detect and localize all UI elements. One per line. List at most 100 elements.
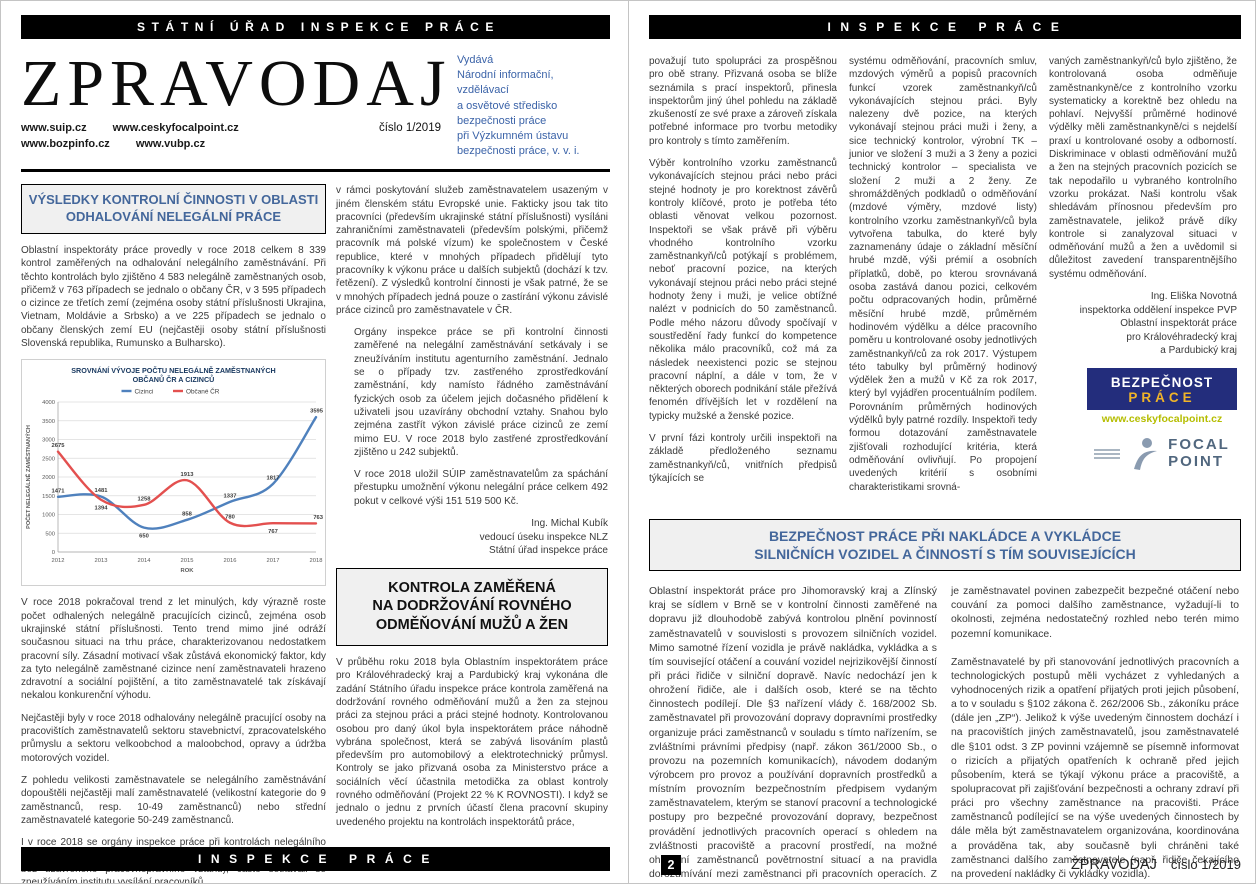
paragraph: systému odměňování, pracovních smluv, mz… xyxy=(849,56,1037,493)
focal-point-logo: FOCAL POINT xyxy=(1087,437,1237,471)
signature-line: Ing. Eliška Novotná xyxy=(1150,291,1237,303)
article2-signature: Ing. Eliška Novotná inspektorka oddělení… xyxy=(1049,290,1237,358)
publisher-line: Vydává xyxy=(457,54,494,66)
svg-text:2012: 2012 xyxy=(52,558,65,564)
logo-text: FOCAL xyxy=(1168,436,1230,454)
svg-text:650: 650 xyxy=(139,534,149,540)
masthead-links-row1: www.suip.cz www.ceskyfocalpoint.cz číslo… xyxy=(21,122,441,134)
svg-text:1337: 1337 xyxy=(224,494,237,500)
article3-title-line1: BEZPEČNOST PRÁCE PŘI NAKLÁDCE A VYKLÁDCE xyxy=(768,527,1122,544)
article3-columns: Oblastní inspektorát práce pro Jihomorav… xyxy=(649,585,1241,883)
article1-main-column: VÝSLEDKY KONTROLNÍ ČINNOSTI V OBLASTI OD… xyxy=(21,184,326,883)
article3-title: BEZPEČNOST PRÁCE PŘI NAKLÁDCE A VYKLÁDCE… xyxy=(649,518,1241,572)
bezpecnost-prace-logo-box: BEZPEČNOST PRÁCE xyxy=(1087,367,1237,410)
paragraph: v rámci poskytování služeb zaměstnavatel… xyxy=(336,185,608,316)
svg-text:Občané ČR: Občané ČR xyxy=(186,387,220,396)
footer-journal-name: ZPRAVODAJ xyxy=(1070,857,1157,873)
link-suip[interactable]: www.suip.cz xyxy=(21,122,87,135)
link-bozpinfo[interactable]: www.bozpinfo.cz xyxy=(21,138,110,151)
publisher-line: při Výzkumném ústavu xyxy=(457,129,569,142)
signature-line: a Pardubický kraj xyxy=(1160,345,1237,357)
footer: 2 ZPRAVODAJ číslo 1/2019 xyxy=(645,855,1241,875)
footer-journal: ZPRAVODAJ číslo 1/2019 xyxy=(1071,857,1241,873)
signature-line: Oblastní inspektorát práce xyxy=(1120,318,1237,330)
paragraph: Z pohledu velikosti zaměstnavatele se ne… xyxy=(21,774,326,826)
bottom-banner-left: INSPEKCE PRÁCE xyxy=(21,847,610,871)
signature-line: Ing. Michal Kubík xyxy=(531,518,608,530)
svg-text:500: 500 xyxy=(45,532,55,538)
svg-text:SROVNÁNÍ VÝVOJE POČTU NELEGÁLN: SROVNÁNÍ VÝVOJE POČTU NELEGÁLNĚ ZAMĚSTNA… xyxy=(71,366,275,375)
svg-text:2013: 2013 xyxy=(95,558,108,564)
svg-text:0: 0 xyxy=(52,550,55,556)
svg-text:POČET NELEGÁLNĚ ZAMĚSTNANÝCH: POČET NELEGÁLNĚ ZAMĚSTNANÝCH xyxy=(24,425,32,529)
logo-url[interactable]: www.ceskyfocalpoint.cz xyxy=(1101,412,1223,425)
svg-text:1258: 1258 xyxy=(138,497,152,503)
paragraph: V roce 2018 pokračoval trend z let minul… xyxy=(21,597,326,702)
svg-text:780: 780 xyxy=(225,515,235,521)
focal-point-text: FOCAL POINT xyxy=(1168,437,1230,470)
article2-title-line2: NA DODRŽOVÁNÍ ROVNÉHO xyxy=(372,598,572,615)
svg-text:ROK: ROK xyxy=(181,568,195,574)
paragraph: V průběhu roku 2018 byla Oblastním inspe… xyxy=(336,657,608,828)
signature-line: vedoucí úseku inspekce NLZ xyxy=(479,531,608,543)
svg-text:3500: 3500 xyxy=(42,419,55,425)
article3-right-column: je zaměstnavatel povinen zabezpečit bezp… xyxy=(951,585,1239,883)
article1-side-column: v rámci poskytování služeb zaměstnavatel… xyxy=(336,184,608,883)
publisher-line: Národní informační, xyxy=(457,69,554,82)
footer-issue: číslo 1/2019 xyxy=(1170,857,1241,872)
article3-title-line2: SILNIČNÍCH VOZIDEL A ČINNOSTÍ S TÍM SOUV… xyxy=(754,545,1136,562)
svg-text:1394: 1394 xyxy=(95,506,109,512)
logo-text: PRÁCE xyxy=(1128,389,1196,405)
svg-text:2016: 2016 xyxy=(224,558,237,564)
signature-line: Státní úřad inspekce práce xyxy=(489,545,608,557)
article1-title-line1: VÝSLEDKY KONTROLNÍ ČINNOSTI V OBLASTI xyxy=(28,192,319,208)
left-page-columns: VÝSLEDKY KONTROLNÍ ČINNOSTI V OBLASTI OD… xyxy=(21,184,610,883)
column-1: považují tuto spolupráci za prospěšnou p… xyxy=(649,55,837,503)
svg-text:OBČANŮ ČR A CIZINCŮ: OBČANŮ ČR A CIZINCŮ xyxy=(133,374,215,384)
svg-text:3595: 3595 xyxy=(310,409,324,415)
article3-left-column: Oblastní inspektorát práce pro Jihomorav… xyxy=(649,585,937,883)
svg-text:Cizinci: Cizinci xyxy=(135,389,154,396)
svg-text:2018: 2018 xyxy=(310,558,323,564)
logo-stack: BEZPEČNOST PRÁCE www.ceskyfocalpoint.cz xyxy=(1049,367,1237,471)
svg-text:2017: 2017 xyxy=(267,558,280,564)
article1-title: VÝSLEDKY KONTROLNÍ ČINNOSTI V OBLASTI OD… xyxy=(21,184,326,234)
link-vubp[interactable]: www.vubp.cz xyxy=(135,138,206,151)
paragraph: V roce 2018 uložil SÚIP zaměstnavatelům … xyxy=(354,469,608,507)
svg-text:2000: 2000 xyxy=(42,475,55,481)
publisher-line: bezpečnosti práce, v. v. i. xyxy=(457,145,580,158)
masthead-links-row2: www.bozpinfo.cz www.vubp.cz xyxy=(21,138,441,150)
svg-text:858: 858 xyxy=(182,512,192,518)
page-left: STÁTNÍ ÚŘAD INSPEKCE PRÁCE ZPRAVODAJ www… xyxy=(1,1,629,883)
svg-text:3000: 3000 xyxy=(42,438,55,444)
publisher-line: vzdělávací xyxy=(457,84,509,97)
bezpecnost-prace-logo[interactable]: BEZPEČNOST PRÁCE www.ceskyfocalpoint.cz xyxy=(1087,367,1237,425)
paragraph: vaných zaměstnankyň/ců bylo zjištěno, že… xyxy=(1049,56,1237,280)
svg-text:2675: 2675 xyxy=(52,444,66,450)
paragraph: Oblastní inspektorát práce pro Jihomorav… xyxy=(649,586,937,880)
svg-text:1500: 1500 xyxy=(42,494,55,500)
paragraph: Orgány inspekce práce se při kontrolní č… xyxy=(354,327,608,458)
paragraph: V první fázi kontroly určili inspektoři … xyxy=(649,433,837,484)
focal-point-person-icon xyxy=(1134,437,1158,470)
svg-text:1913: 1913 xyxy=(181,472,195,478)
column-3: vaných zaměstnankyň/ců bylo zjištěno, že… xyxy=(1049,55,1237,503)
article1-signature: Ing. Michal Kubík vedoucí úseku inspekce… xyxy=(336,517,608,558)
svg-text:2015: 2015 xyxy=(181,558,194,564)
svg-text:1817: 1817 xyxy=(267,476,280,482)
link-ceskyfocalpoint[interactable]: www.ceskyfocalpoint.cz xyxy=(112,122,239,135)
publisher-line: a osvětové středisko xyxy=(457,99,558,112)
focal-point-decoration xyxy=(1094,448,1121,459)
paragraph: Nejčastěji byly v roce 2018 odhalovány n… xyxy=(21,712,326,764)
masthead-left: ZPRAVODAJ www.suip.cz www.ceskyfocalpoin… xyxy=(21,43,446,159)
svg-text:1481: 1481 xyxy=(95,488,109,494)
svg-text:1471: 1471 xyxy=(52,489,66,495)
signature-line: inspektorka oddělení inspekce PVP xyxy=(1079,304,1237,316)
svg-text:763: 763 xyxy=(313,515,323,521)
publisher-line: bezpečnosti práce xyxy=(457,114,547,127)
top-banner-right: INSPEKCE PRÁCE xyxy=(649,15,1241,39)
column-2: systému odměňování, pracovních smluv, mz… xyxy=(849,55,1037,503)
issue-number: číslo 1/2019 xyxy=(378,122,441,135)
masthead: ZPRAVODAJ www.suip.cz www.ceskyfocalpoin… xyxy=(21,39,610,173)
